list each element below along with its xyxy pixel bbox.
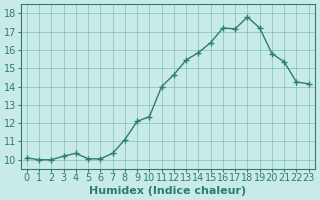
X-axis label: Humidex (Indice chaleur): Humidex (Indice chaleur)	[89, 186, 246, 196]
